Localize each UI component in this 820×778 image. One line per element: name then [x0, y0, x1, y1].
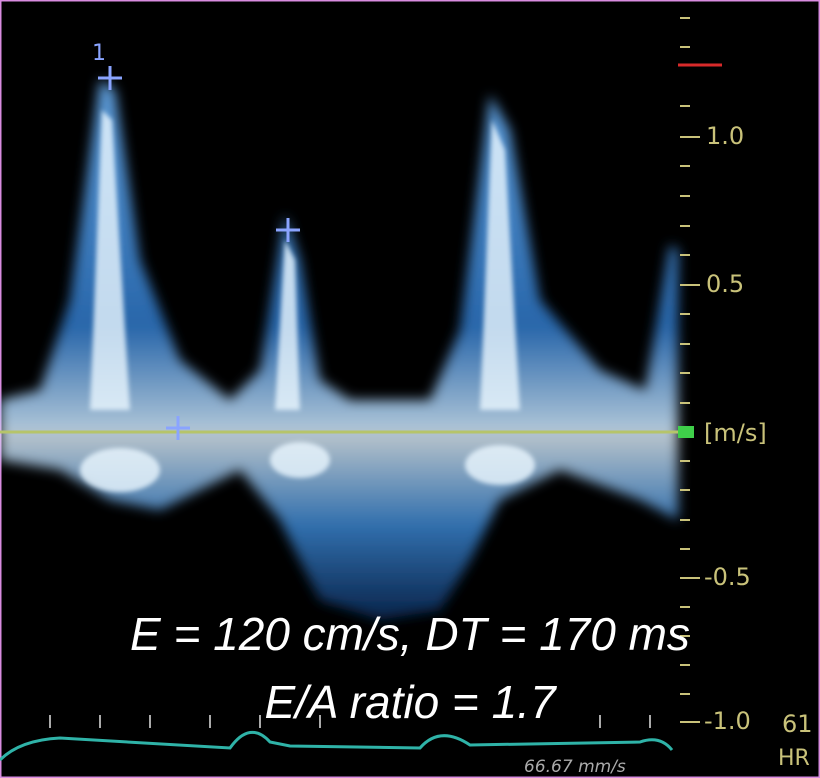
- annotation: E = 120 cm/s, DT = 170 ms: [130, 608, 690, 660]
- baseline-marker: [678, 426, 694, 438]
- heart-rate-label: HR: [778, 746, 810, 771]
- time-ticks: [49, 715, 651, 728]
- scale-unit: [m/s]: [704, 419, 767, 447]
- scale-label: 0.5: [706, 270, 744, 298]
- bright-core: [80, 110, 535, 492]
- scale-label: -0.5: [704, 563, 751, 591]
- scale-label: 1.0: [706, 122, 744, 150]
- heart-rate: 61: [782, 710, 813, 738]
- sweep-speed: 66.67 mm/s: [524, 757, 626, 777]
- cursor-label: 1: [92, 41, 106, 66]
- ecg-trace: [0, 731, 674, 762]
- annotation: E/A ratio = 1.7: [264, 676, 556, 728]
- measurement-cursors: [98, 66, 300, 440]
- scale-label: -1.0: [704, 707, 751, 735]
- scale-ticks: [680, 17, 700, 723]
